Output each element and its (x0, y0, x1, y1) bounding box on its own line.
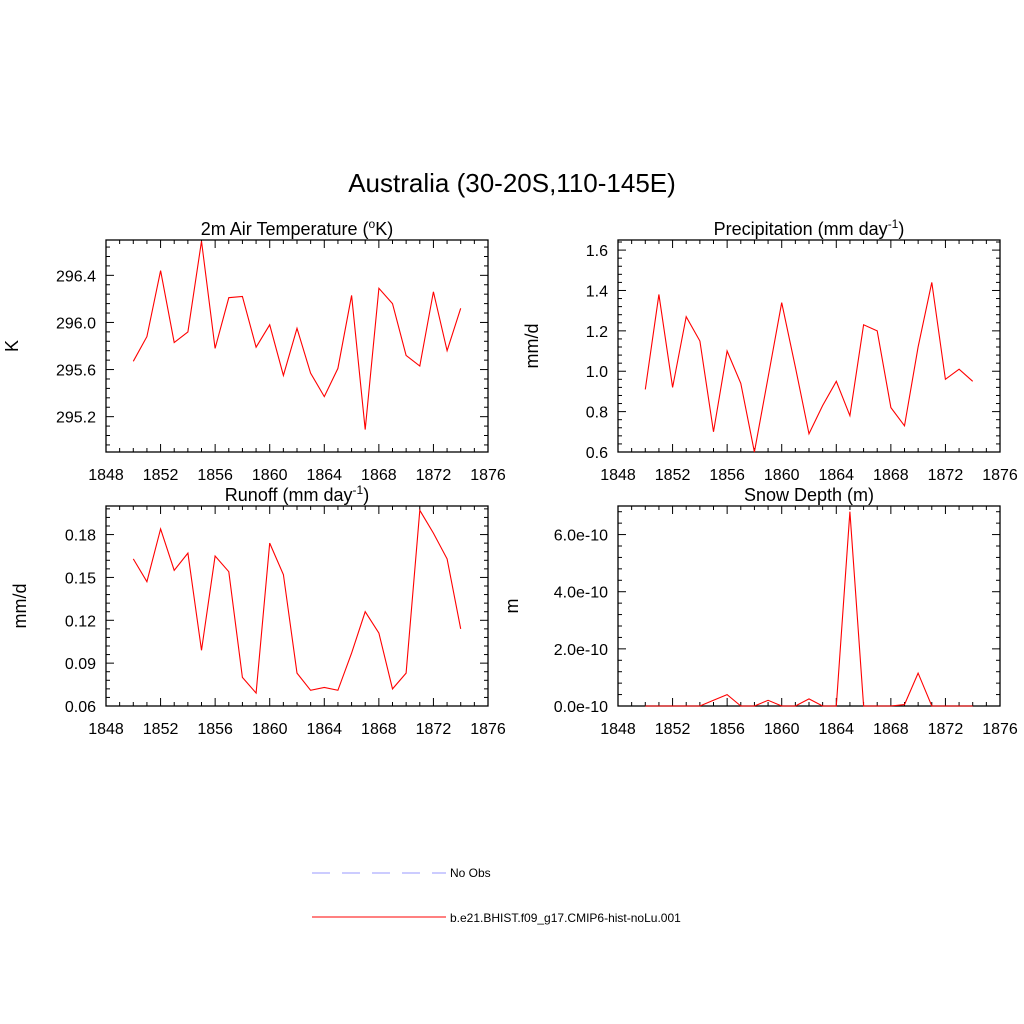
snow-depth-xtick-label: 1848 (600, 721, 636, 738)
runoff-ylabel: mm/d (10, 584, 30, 629)
precipitation-ytick-label: 0.8 (586, 405, 608, 422)
snow-depth-ytick-label: 6.0e-10 (554, 528, 608, 545)
temperature-xtick-label: 1856 (197, 467, 233, 484)
temperature-ytick-label: 296.4 (56, 268, 96, 285)
snow-depth-ylabel: m (502, 599, 522, 614)
precipitation-ytick-label: 1.6 (586, 243, 608, 260)
precipitation-title-sup: -1 (888, 217, 899, 231)
precipitation-title-end: ) (898, 219, 904, 239)
precipitation-xtick-label: 1876 (982, 467, 1018, 484)
snow-depth-frame (617, 505, 1001, 707)
temperature-title-main: 2m Air Temperature ( (201, 219, 369, 239)
snow-depth-xtick-label: 1868 (873, 721, 909, 738)
precipitation-ytick-label: 1.2 (586, 324, 608, 341)
temperature-title-end: K) (375, 219, 393, 239)
snow-depth-ytick-label: 2.0e-10 (554, 642, 608, 659)
temperature-xtick-label: 1868 (361, 467, 397, 484)
precipitation-xtick-label: 1872 (928, 467, 964, 484)
runoff-xtick-label: 1860 (252, 721, 288, 738)
temperature-title-sup: o (369, 217, 376, 231)
runoff-xtick-label: 1872 (416, 721, 452, 738)
panel-precipitation: 1848 1852 1856 1860 1864 1868 1872 1876 0.6 0.8 1.… (522, 217, 1018, 484)
figure-title: Australia (30-20S,110-145E) (348, 168, 676, 198)
panel-runoff: 1848 1852 1856 1860 1864 1868 1872 1876 0.06 0.09… (10, 483, 506, 738)
precipitation-xtick-label: 1864 (818, 467, 854, 484)
runoff-ytick-label: 0.06 (65, 699, 96, 716)
legend-label-model: b.e21.BHIST.f09_g17.CMIP6-hist-noLu.001 (450, 911, 681, 925)
precipitation-xtick-label: 1860 (764, 467, 800, 484)
runoff-title-main: Runoff (mm day (225, 485, 353, 505)
temperature-title: 2m Air Temperature (oK) (201, 217, 393, 239)
panel-temperature: 1848 1852 1856 1860 1864 1868 1872 1876 295.2 295… (2, 217, 506, 484)
precipitation-xtick-label: 1848 (600, 467, 636, 484)
legend-swatches (312, 872, 446, 918)
precipitation-title-main: Precipitation (mm day (714, 219, 888, 239)
temperature-xtick-label: 1852 (143, 467, 179, 484)
precipitation-ytick-label: 0.6 (586, 445, 608, 462)
runoff-ytick-label: 0.09 (65, 656, 96, 673)
snow-depth-ytick-label: 0.0e-10 (554, 699, 608, 716)
precipitation-xtick-label: 1852 (655, 467, 691, 484)
temperature-ytick-label: 295.6 (56, 363, 96, 380)
snow-depth-ytick-label: 4.0e-10 (554, 585, 608, 602)
snow-depth-series-line (645, 511, 973, 707)
runoff-title-end: ) (363, 485, 369, 505)
runoff-series-line (132, 508, 462, 695)
runoff-xtick-label: 1864 (306, 721, 342, 738)
snow-depth-xtick-label: 1852 (655, 721, 691, 738)
temperature-xtick-label: 1860 (252, 467, 288, 484)
runoff-ytick-label: 0.18 (65, 528, 96, 545)
precipitation-ytick-label: 1.0 (586, 364, 608, 381)
precipitation-ytick-label: 1.4 (586, 283, 608, 300)
precipitation-ylabel: mm/d (522, 324, 542, 369)
temperature-ytick-label: 296.0 (56, 315, 96, 332)
snow-depth-xtick-label: 1876 (982, 721, 1018, 738)
precipitation-xtick-label: 1856 (709, 467, 745, 484)
snow-depth-xtick-label: 1864 (818, 721, 854, 738)
snow-depth-title: Snow Depth (m) (744, 485, 874, 505)
temperature-frame (105, 239, 489, 453)
runoff-title-sup: -1 (353, 483, 364, 497)
precipitation-series-line (644, 282, 974, 453)
snow-depth-title-main: Snow Depth (m) (744, 485, 874, 505)
legend-label-obs: No Obs (450, 866, 491, 880)
panel-snow-depth: 1848 1852 1856 1860 1864 1868 1872 1876 0.0e-10 2… (502, 485, 1018, 738)
temperature-ylabel: K (2, 340, 22, 352)
runoff-xtick-label: 1876 (470, 721, 506, 738)
temperature-xtick-label: 1848 (88, 467, 124, 484)
runoff-xtick-label: 1848 (88, 721, 124, 738)
temperature-series-line (132, 241, 462, 430)
runoff-xtick-label: 1856 (197, 721, 233, 738)
temperature-xtick-label: 1864 (306, 467, 342, 484)
runoff-ytick-label: 0.15 (65, 570, 96, 587)
runoff-ytick-label: 0.12 (65, 613, 96, 630)
temperature-ytick-label: 295.2 (56, 410, 96, 427)
snow-depth-xtick-label: 1872 (928, 721, 964, 738)
precipitation-xtick-label: 1868 (873, 467, 909, 484)
precipitation-frame (617, 239, 1001, 453)
snow-depth-xtick-label: 1856 (709, 721, 745, 738)
temperature-xtick-label: 1872 (416, 467, 452, 484)
runoff-title: Runoff (mm day-1) (225, 483, 369, 505)
runoff-xtick-label: 1852 (143, 721, 179, 738)
runoff-xtick-label: 1868 (361, 721, 397, 738)
precipitation-title: Precipitation (mm day-1) (714, 217, 905, 239)
temperature-xtick-label: 1876 (470, 467, 506, 484)
snow-depth-xtick-label: 1860 (764, 721, 800, 738)
